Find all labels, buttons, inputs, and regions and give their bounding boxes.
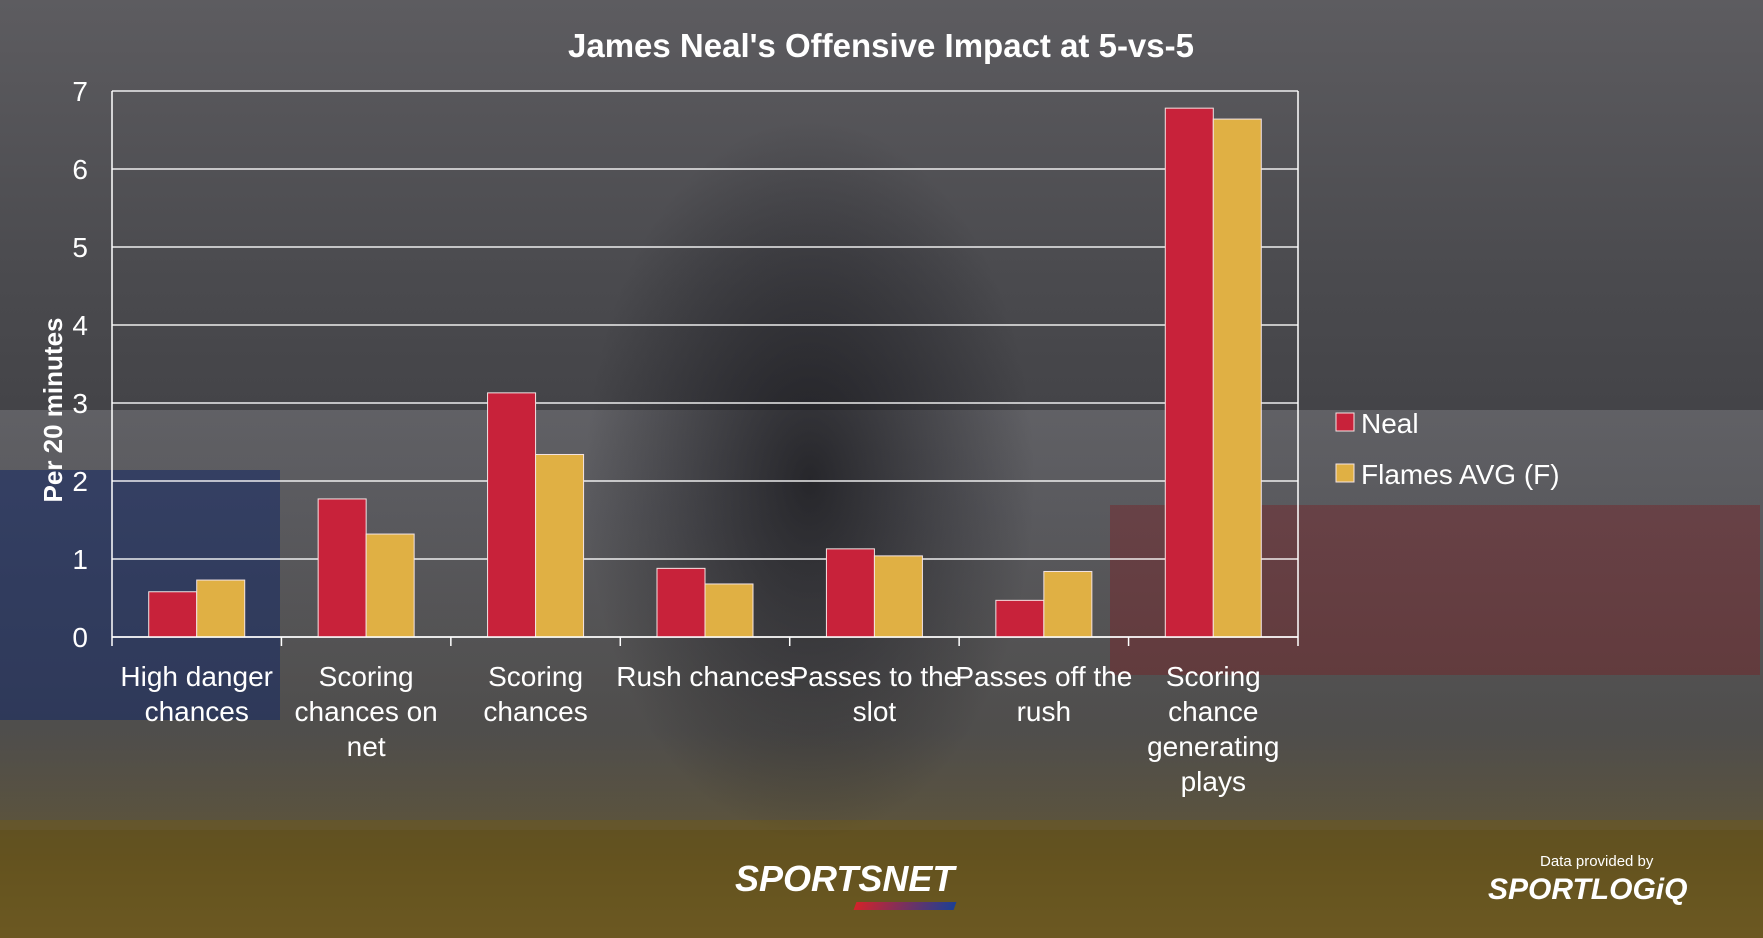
- y-tick-label: 6: [72, 154, 88, 185]
- category-label-line: generating: [1147, 731, 1279, 762]
- y-tick-label: 0: [72, 622, 88, 653]
- y-tick-label: 2: [72, 466, 88, 497]
- gridlines: [112, 90, 1299, 638]
- category-label-line: plays: [1181, 766, 1246, 797]
- category-label-line: Rush chances: [616, 661, 793, 692]
- y-tick-label: 1: [72, 544, 88, 575]
- category-label-line: Passes to the: [790, 661, 960, 692]
- bar-neal: [148, 591, 198, 638]
- legend-label: Neal: [1361, 408, 1419, 439]
- category-label-line: chances: [483, 696, 587, 727]
- y-tick-label: 4: [72, 310, 88, 341]
- legend: Neal Flames AVG (F): [1335, 408, 1560, 490]
- bar-flames-avg: [704, 583, 754, 638]
- y-tick-label: 5: [72, 232, 88, 263]
- category-label-line: rush: [1017, 696, 1071, 727]
- category-label: Scoring chances on net: [295, 661, 438, 762]
- category-label: Scoring chance generating plays: [1147, 661, 1279, 797]
- bars: [148, 107, 1262, 638]
- bar-flames-avg: [196, 579, 246, 638]
- category-label-line: High danger: [120, 661, 273, 692]
- y-tick-label: 3: [72, 388, 88, 419]
- category-label-line: Passes off the: [955, 661, 1132, 692]
- bar-neal: [1164, 107, 1214, 638]
- bar-flames-avg: [873, 555, 923, 638]
- bar-flames-avg: [535, 453, 585, 638]
- category-label-line: Scoring: [488, 661, 583, 692]
- bar-neal: [317, 498, 367, 638]
- sportsnet-logo-text: SPORTSNET: [735, 858, 955, 899]
- provider-caption: Data provided by: [1540, 853, 1654, 870]
- category-label: Passes to the slot: [790, 661, 960, 727]
- bar-flames-avg: [1212, 118, 1262, 638]
- sportsnet-logo: SPORTSNET: [735, 858, 957, 910]
- category-label-line: chances on: [295, 696, 438, 727]
- category-label-line: net: [347, 731, 386, 762]
- legend-label: Flames AVG (F): [1361, 459, 1560, 490]
- category-label-line: chances: [145, 696, 249, 727]
- y-axis-ticks: 0 1 2 3 4 5 6 7: [72, 76, 88, 653]
- category-label-line: chance: [1168, 696, 1258, 727]
- y-axis-label: Per 20 minutes: [38, 318, 68, 503]
- category-label: High danger chances: [120, 661, 273, 727]
- x-axis: [111, 91, 1299, 646]
- sportsnet-logo-stripe: [853, 902, 957, 910]
- bar-neal: [487, 392, 537, 638]
- chart-title: James Neal's Offensive Impact at 5-vs-5: [568, 27, 1194, 64]
- category-label: Rush chances: [616, 661, 793, 692]
- category-label-line: Scoring: [319, 661, 414, 692]
- category-label: Passes off the rush: [955, 661, 1132, 727]
- bar-flames-avg: [1043, 570, 1093, 638]
- category-label-line: slot: [853, 696, 897, 727]
- bar-neal: [825, 548, 875, 638]
- category-label: Scoring chances: [483, 661, 587, 727]
- bar-flames-avg: [365, 533, 415, 638]
- legend-swatch: [1335, 412, 1355, 432]
- legend-swatch: [1335, 463, 1355, 483]
- bar-neal: [656, 567, 706, 638]
- sportlogiq-logo: SPORTLOGiQ: [1488, 873, 1688, 906]
- y-tick-label: 7: [72, 76, 88, 107]
- category-label-line: Scoring: [1166, 661, 1261, 692]
- bar-neal: [995, 599, 1045, 638]
